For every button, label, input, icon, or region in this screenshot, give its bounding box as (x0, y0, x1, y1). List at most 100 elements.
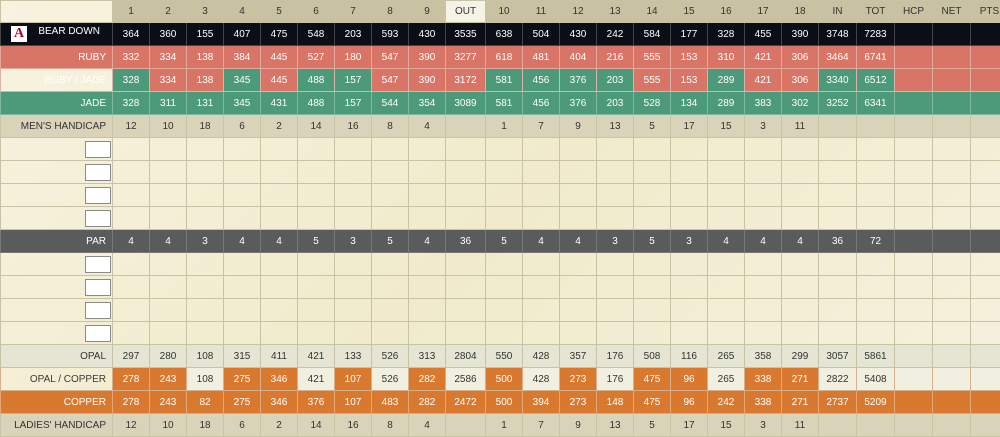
score-input-cell[interactable] (745, 253, 782, 276)
score-input-cell[interactable] (971, 161, 1000, 184)
score-input-cell[interactable] (224, 184, 261, 207)
score-input-cell[interactable] (671, 184, 708, 207)
score-input-cell[interactable] (113, 184, 150, 207)
score-input-cell[interactable] (150, 207, 187, 230)
score-input-cell[interactable] (634, 161, 671, 184)
score-input-cell[interactable] (523, 276, 560, 299)
score-input-cell[interactable] (933, 138, 971, 161)
score-input-cell[interactable] (782, 276, 819, 299)
score-input-cell[interactable] (634, 253, 671, 276)
score-input-cell[interactable] (372, 207, 409, 230)
score-input-cell[interactable] (745, 299, 782, 322)
score-input-cell[interactable] (486, 322, 523, 345)
score-input-cell[interactable] (933, 184, 971, 207)
score-input-cell[interactable] (634, 276, 671, 299)
score-input-cell[interactable] (523, 184, 560, 207)
score-input-cell[interactable] (486, 253, 523, 276)
score-input-cell[interactable] (745, 184, 782, 207)
score-input-cell[interactable] (857, 322, 895, 345)
score-input-cell[interactable] (409, 299, 446, 322)
player-name-box[interactable] (85, 279, 111, 296)
score-input-cell[interactable] (560, 207, 597, 230)
score-input-cell[interactable] (708, 299, 745, 322)
score-input-cell[interactable] (597, 276, 634, 299)
score-input-cell[interactable] (446, 276, 486, 299)
score-input-cell[interactable] (857, 207, 895, 230)
score-input-cell[interactable] (409, 184, 446, 207)
score-input-cell[interactable] (261, 184, 298, 207)
score-input-cell[interactable] (634, 184, 671, 207)
score-input-cell[interactable] (523, 299, 560, 322)
score-input-cell[interactable] (187, 276, 224, 299)
score-input-cell[interactable] (708, 322, 745, 345)
score-input-cell[interactable] (298, 253, 335, 276)
score-input-cell[interactable] (372, 184, 409, 207)
score-input-cell[interactable] (335, 161, 372, 184)
score-input-cell[interactable] (113, 322, 150, 345)
score-input-cell[interactable] (409, 138, 446, 161)
score-input-cell[interactable] (560, 299, 597, 322)
score-input-cell[interactable] (971, 253, 1000, 276)
score-input-cell[interactable] (187, 138, 224, 161)
score-input-cell[interactable] (671, 207, 708, 230)
score-input-cell[interactable] (597, 138, 634, 161)
score-input-cell[interactable] (224, 253, 261, 276)
score-input-cell[interactable] (671, 138, 708, 161)
score-input-cell[interactable] (971, 184, 1000, 207)
player-name-cell[interactable] (1, 161, 113, 184)
score-input-cell[interactable] (597, 161, 634, 184)
score-input-cell[interactable] (671, 161, 708, 184)
score-input-cell[interactable] (261, 138, 298, 161)
score-input-cell[interactable] (819, 276, 857, 299)
score-input-cell[interactable] (597, 207, 634, 230)
score-input-cell[interactable] (113, 161, 150, 184)
score-input-cell[interactable] (224, 138, 261, 161)
score-input-cell[interactable] (895, 207, 933, 230)
score-input-cell[interactable] (486, 161, 523, 184)
score-input-cell[interactable] (523, 322, 560, 345)
score-input-cell[interactable] (933, 276, 971, 299)
score-input-cell[interactable] (782, 207, 819, 230)
score-input-cell[interactable] (187, 161, 224, 184)
score-input-cell[interactable] (523, 253, 560, 276)
score-input-cell[interactable] (745, 322, 782, 345)
score-input-cell[interactable] (895, 161, 933, 184)
score-input-cell[interactable] (745, 161, 782, 184)
score-input-cell[interactable] (372, 276, 409, 299)
score-input-cell[interactable] (782, 138, 819, 161)
score-input-cell[interactable] (409, 322, 446, 345)
score-input-cell[interactable] (671, 322, 708, 345)
score-input-cell[interactable] (150, 161, 187, 184)
score-input-cell[interactable] (298, 161, 335, 184)
score-input-cell[interactable] (708, 184, 745, 207)
score-input-cell[interactable] (745, 276, 782, 299)
score-input-cell[interactable] (224, 207, 261, 230)
score-input-cell[interactable] (446, 161, 486, 184)
score-input-cell[interactable] (113, 207, 150, 230)
score-input-cell[interactable] (933, 322, 971, 345)
score-input-cell[interactable] (446, 253, 486, 276)
score-input-cell[interactable] (895, 184, 933, 207)
score-input-cell[interactable] (150, 184, 187, 207)
score-input-cell[interactable] (560, 138, 597, 161)
score-input-cell[interactable] (335, 184, 372, 207)
player-name-box[interactable] (85, 210, 111, 227)
score-input-cell[interactable] (261, 161, 298, 184)
score-input-cell[interactable] (335, 322, 372, 345)
score-input-cell[interactable] (971, 207, 1000, 230)
score-input-cell[interactable] (560, 322, 597, 345)
score-input-cell[interactable] (971, 299, 1000, 322)
score-input-cell[interactable] (335, 138, 372, 161)
player-name-box[interactable] (85, 325, 111, 342)
player-name-cell[interactable] (1, 253, 113, 276)
score-input-cell[interactable] (409, 207, 446, 230)
score-input-cell[interactable] (634, 207, 671, 230)
score-input-cell[interactable] (261, 322, 298, 345)
score-input-cell[interactable] (895, 253, 933, 276)
player-name-box[interactable] (85, 256, 111, 273)
score-input-cell[interactable] (895, 138, 933, 161)
score-input-cell[interactable] (971, 138, 1000, 161)
score-input-cell[interactable] (113, 253, 150, 276)
score-input-cell[interactable] (298, 322, 335, 345)
score-input-cell[interactable] (597, 322, 634, 345)
